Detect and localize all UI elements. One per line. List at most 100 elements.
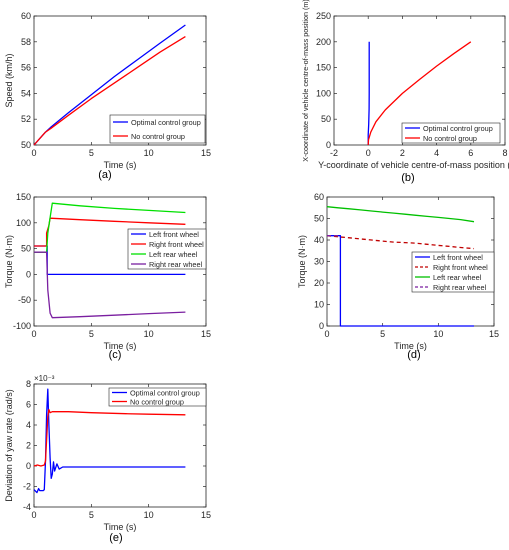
legend-label: Optimal control group bbox=[423, 124, 493, 133]
legend-label: No control group bbox=[130, 398, 184, 407]
x-tick-label: 0 bbox=[366, 148, 371, 158]
y-axis-label: Torque (N·m) bbox=[297, 235, 307, 288]
series-line-4 bbox=[34, 251, 186, 319]
x-tick-label: 5 bbox=[89, 148, 94, 158]
legend-label: No control group bbox=[423, 134, 477, 143]
panel-caption: (e) bbox=[109, 532, 122, 544]
legend-label: Left rear wheel bbox=[433, 273, 482, 282]
exponent-label: ×10⁻³ bbox=[34, 374, 55, 383]
y-tick-label: 150 bbox=[316, 63, 331, 73]
x-tick-label: 0 bbox=[31, 148, 36, 158]
x-tick-label: 0 bbox=[324, 329, 329, 339]
y-tick-label: 250 bbox=[316, 11, 331, 21]
chart-panel-a: 0 5 10 15 50 52 54 56 58 60 Time (s) Speed (km/h) Op… bbox=[4, 11, 211, 181]
y-tick-label: 30 bbox=[314, 257, 324, 267]
legend-label: No control group bbox=[131, 132, 185, 141]
series-line-1 bbox=[367, 41, 370, 145]
y-tick-label: 0 bbox=[326, 140, 331, 150]
y-tick-label: -4 bbox=[23, 502, 31, 512]
y-tick-label: 6 bbox=[26, 400, 31, 410]
y-tick-label: 50 bbox=[314, 214, 324, 224]
y-tick-label: -50 bbox=[18, 295, 31, 305]
series-line-2 bbox=[33, 408, 186, 467]
legend-box bbox=[127, 228, 207, 270]
y-tick-label: 0 bbox=[26, 269, 31, 279]
y-tick-label: 0 bbox=[26, 461, 31, 471]
legend-label: Right rear wheel bbox=[433, 283, 487, 292]
legend-label: Right rear wheel bbox=[149, 260, 203, 269]
x-tick-label: 15 bbox=[489, 329, 499, 339]
x-tick-label: 5 bbox=[380, 329, 385, 339]
x-tick-label: 0 bbox=[31, 510, 36, 520]
legend-label: Right front wheel bbox=[433, 263, 488, 272]
y-tick-label: 10 bbox=[314, 300, 324, 310]
series-line-1 bbox=[327, 235, 474, 327]
y-axis-label: Deviation of yaw rate (rad/s) bbox=[4, 389, 14, 502]
y-tick-label: 50 bbox=[21, 244, 31, 254]
x-axis-label: Time (s) bbox=[104, 522, 137, 532]
y-tick-label: -2 bbox=[23, 482, 31, 492]
y-axis-label: Torque (N·m) bbox=[4, 235, 14, 288]
y-tick-label: 20 bbox=[314, 278, 324, 288]
series-line-3 bbox=[34, 202, 186, 253]
x-axis-label: Time (s) bbox=[104, 160, 137, 170]
y-tick-label: 52 bbox=[21, 114, 31, 124]
x-tick-label: 2 bbox=[400, 148, 405, 158]
legend-label: Optimal control group bbox=[130, 389, 200, 398]
legend-box bbox=[411, 251, 495, 293]
series-line-2 bbox=[326, 235, 475, 250]
panel-caption: (d) bbox=[407, 349, 420, 361]
legend-label: Right front wheel bbox=[149, 240, 204, 249]
chart-panel-c: 0 5 10 15 -100 -50 0 50 100 150 Time (s) Torque (N·… bbox=[4, 192, 211, 361]
panel-caption: (b) bbox=[401, 172, 414, 184]
x-tick-label: 0 bbox=[31, 329, 36, 339]
y-tick-label: -100 bbox=[13, 321, 31, 331]
x-tick-label: 15 bbox=[201, 148, 211, 158]
legend-box bbox=[401, 122, 501, 144]
y-tick-label: 100 bbox=[316, 88, 331, 98]
x-tick-label: 5 bbox=[89, 510, 94, 520]
series-line-2 bbox=[33, 36, 186, 146]
x-tick-label: 10 bbox=[144, 510, 154, 520]
y-axis-label: X-coordinate of vehicle centre-of-mass p… bbox=[301, 0, 310, 162]
x-tick-label: 10 bbox=[144, 329, 154, 339]
x-tick-label: -2 bbox=[330, 148, 338, 158]
y-tick-label: 58 bbox=[21, 37, 31, 47]
y-tick-label: 56 bbox=[21, 63, 31, 73]
y-tick-label: 40 bbox=[314, 235, 324, 245]
legend-box bbox=[108, 387, 207, 407]
panel-caption: (a) bbox=[98, 169, 111, 181]
y-axis-label: Speed (km/h) bbox=[4, 53, 14, 107]
legend-label: Left front wheel bbox=[433, 253, 483, 262]
y-tick-label: 8 bbox=[26, 379, 31, 389]
series-line-3 bbox=[326, 206, 475, 223]
x-tick-label: 10 bbox=[433, 329, 443, 339]
series-line-2 bbox=[367, 41, 472, 146]
legend-label: Left front wheel bbox=[149, 230, 199, 239]
legend-label: Left rear wheel bbox=[149, 250, 198, 259]
y-tick-label: 200 bbox=[316, 37, 331, 47]
legend-box bbox=[109, 114, 206, 144]
x-tick-label: 15 bbox=[201, 510, 211, 520]
y-tick-label: 0 bbox=[319, 321, 324, 331]
x-tick-label: 6 bbox=[468, 148, 473, 158]
x-axis-label: Time (s) bbox=[104, 341, 137, 351]
y-tick-label: 50 bbox=[21, 140, 31, 150]
y-tick-label: 100 bbox=[16, 218, 31, 228]
x-tick-label: 5 bbox=[89, 329, 94, 339]
x-tick-label: 15 bbox=[201, 329, 211, 339]
y-tick-label: 60 bbox=[314, 192, 324, 202]
chart-panel-d: 0 5 10 15 0 10 20 30 40 50 60 Time (s) Torque (N·m) L… bbox=[297, 192, 499, 361]
y-tick-label: 4 bbox=[26, 420, 31, 430]
legend-label: Optimal control group bbox=[131, 118, 201, 127]
chart-panel-e: 0 5 10 15 -4 -2 0 2 4 6 8×10⁻³ Time (s) Deviation of… bbox=[4, 374, 211, 544]
y-tick-label: 2 bbox=[26, 441, 31, 451]
y-tick-label: 50 bbox=[321, 114, 331, 124]
x-tick-label: 8 bbox=[502, 148, 507, 158]
x-axis-label: Time (s) bbox=[394, 341, 427, 351]
y-tick-label: 54 bbox=[21, 88, 31, 98]
series-line-1 bbox=[33, 388, 186, 494]
panel-caption: (c) bbox=[109, 349, 122, 361]
